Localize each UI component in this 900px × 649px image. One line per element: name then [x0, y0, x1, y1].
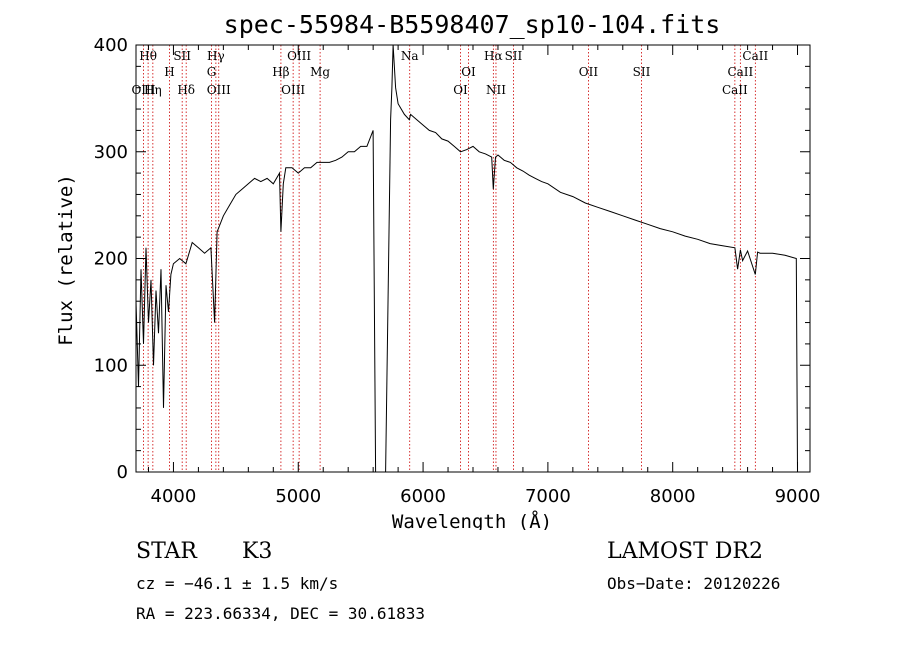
spectral-line-label: OII	[579, 65, 599, 79]
coordinates: RA = 223.66334, DEC = 30.61833	[136, 604, 425, 623]
spectral-line-label: OI	[461, 65, 476, 79]
x-tick-label: 7000	[525, 486, 571, 507]
spectral-line-label: Hβ	[272, 65, 289, 79]
spectral-line-label: H	[164, 65, 174, 79]
redshift-cz: cz = −46.1 ± 1.5 km/s	[136, 574, 339, 593]
spectrum-chart: spec-55984-B5598407_sp10-104.fits Hθ H SII…	[55, 10, 821, 530]
spectral-line-label: OIII	[287, 49, 311, 63]
x-axis-ticks: 4000 5000 6000 7000 8000 9000	[147, 45, 821, 507]
chart-title: spec-55984-B5598407_sp10-104.fits	[224, 10, 721, 39]
object-class: STAR	[136, 539, 197, 564]
spectral-line-label: OI	[453, 83, 468, 97]
spectral-line-label: CaII	[722, 83, 748, 97]
x-tick-label: 5000	[275, 486, 321, 507]
y-axis-label: Flux (relative)	[55, 174, 77, 346]
spectral-line-label: Hη	[144, 83, 162, 97]
spectral-line-label: OIII	[131, 83, 155, 97]
spectral-line-label: SII	[505, 49, 523, 63]
observation-date: Obs−Date: 20120226	[607, 574, 781, 593]
spectrum-line	[135, 44, 798, 473]
x-axis-label: Wavelength (Å)	[392, 510, 552, 530]
spectral-line-label: G	[207, 65, 217, 79]
spectral-line-label: OIII	[281, 83, 305, 97]
plot-frame	[135, 44, 811, 473]
spectral-line-label: Hδ	[177, 83, 195, 97]
spectral-line-label: OIII	[207, 83, 231, 97]
y-tick-label: 400	[94, 35, 128, 56]
x-tick-label: 9000	[775, 486, 821, 507]
y-tick-label: 0	[117, 462, 128, 483]
survey-name: LAMOST DR2	[607, 539, 763, 564]
spectral-line-label: Hθ	[139, 49, 157, 63]
y-tick-label: 200	[94, 249, 128, 270]
y-tick-label: 100	[94, 355, 128, 376]
x-tick-label: 8000	[650, 486, 696, 507]
object-subclass: K3	[242, 539, 273, 564]
spectral-line-label: Hγ	[207, 49, 225, 63]
spectral-line-label: CaII	[742, 49, 768, 63]
x-tick-label: 6000	[400, 486, 446, 507]
x-tick-label: 4000	[151, 486, 197, 507]
y-tick-label: 300	[94, 142, 128, 163]
spectral-line-label: SII	[633, 65, 651, 79]
spectral-line-label: CaII	[727, 65, 753, 79]
y-axis-ticks: 0 100 200 300 400	[94, 35, 810, 483]
spectral-line-label: NII	[486, 83, 506, 97]
spectral-line-label: Na	[401, 49, 419, 63]
spectral-line-markers	[143, 45, 756, 472]
spectral-line-label: SII	[173, 49, 191, 63]
spectral-line-label: Hα	[484, 49, 503, 63]
spectral-line-label: Mg	[310, 65, 330, 79]
